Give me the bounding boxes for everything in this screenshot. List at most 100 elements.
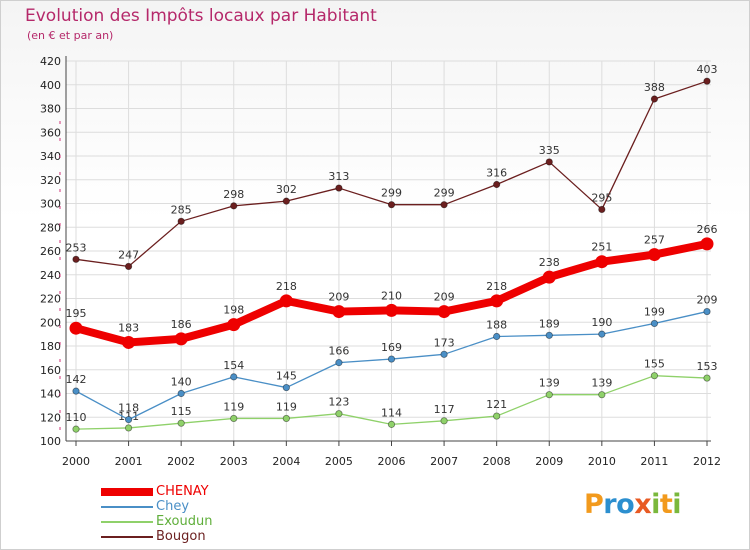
data-point-exoudun [703, 374, 711, 382]
x-tick-label: 2001 [115, 455, 143, 468]
data-label-chenay: 238 [539, 256, 560, 269]
y-tick-label: 200 [40, 316, 61, 329]
logo-letter: x [634, 489, 652, 520]
data-point-chenay [437, 305, 451, 319]
data-point-exoudun [124, 424, 133, 432]
data-label-chey: 199 [644, 305, 665, 318]
legend-swatch [101, 506, 153, 508]
y-tick-label: 420 [40, 55, 61, 68]
data-point-bougon [440, 201, 448, 209]
data-point-bougon [703, 77, 711, 85]
data-label-exoudun: 110 [66, 411, 87, 424]
data-label-chey: 209 [697, 294, 718, 307]
data-label-chey: 173 [434, 336, 455, 349]
data-point-chenay [385, 303, 398, 317]
logo-letter: t [659, 489, 673, 520]
data-point-bougon [72, 255, 80, 263]
data-point-exoudun [230, 414, 238, 423]
data-label-exoudun: 114 [381, 406, 402, 419]
chart-title: Evolution des Impôts locaux par Habitant [25, 6, 377, 26]
data-point-chenay [700, 237, 714, 251]
y-tick-label: 400 [40, 79, 61, 92]
legend-swatch [101, 536, 153, 538]
logo-letter: r [603, 489, 617, 520]
x-tick-label: 2003 [220, 455, 248, 468]
y-tick-label: 120 [40, 411, 61, 424]
data-label-bougon: 253 [66, 241, 87, 254]
chart-subtitle: (en € et par an) [27, 29, 114, 42]
data-point-bougon [335, 184, 343, 192]
data-label-bougon: 388 [644, 81, 665, 94]
data-point-bougon [650, 95, 659, 103]
data-label-bougon: 316 [486, 167, 507, 180]
data-point-chey [545, 331, 553, 339]
data-label-chey: 145 [276, 370, 297, 383]
legend-label: Chey [156, 499, 190, 514]
proxiti-logo: Proxiti [584, 489, 682, 520]
y-tick-label: 260 [40, 245, 61, 258]
data-point-exoudun [598, 391, 606, 399]
data-label-exoudun: 153 [697, 360, 718, 373]
data-point-chey [387, 355, 396, 363]
data-label-chenay: 218 [276, 280, 297, 293]
data-label-chey: 169 [381, 341, 402, 354]
data-point-exoudun [282, 414, 290, 423]
data-label-chenay: 266 [697, 223, 718, 236]
logo-letter: i [672, 489, 682, 520]
x-tick-label: 2002 [167, 455, 195, 468]
y-tick-label: 360 [40, 126, 61, 139]
x-tick-label: 2000 [62, 455, 90, 468]
data-point-chenay [122, 335, 136, 349]
data-point-exoudun [387, 420, 396, 428]
y-tick-label: 320 [40, 174, 61, 187]
data-point-exoudun [440, 417, 448, 425]
data-label-chenay: 257 [644, 234, 665, 247]
y-tick-label: 180 [40, 340, 61, 353]
data-label-exoudun: 117 [434, 403, 455, 416]
data-point-bougon [598, 205, 606, 214]
data-point-chey [650, 319, 659, 328]
data-point-chenay [174, 332, 188, 346]
data-point-exoudun [650, 372, 659, 380]
y-tick-label: 240 [40, 269, 61, 282]
data-label-bougon: 295 [591, 191, 612, 204]
data-point-bougon [282, 197, 290, 205]
data-point-chey [230, 373, 238, 381]
data-label-chey: 188 [486, 319, 507, 332]
y-tick-label: 380 [40, 103, 61, 116]
data-point-exoudun [335, 410, 343, 418]
logo-letter: i [651, 489, 660, 520]
y-tick-label: 220 [40, 293, 61, 306]
logo-letter: P [584, 489, 604, 520]
data-point-chey [177, 389, 185, 398]
data-label-chenay: 186 [171, 318, 192, 331]
data-label-chey: 189 [539, 317, 560, 330]
data-point-chenay [69, 321, 83, 335]
data-label-bougon: 285 [171, 203, 192, 216]
data-label-chey: 154 [223, 359, 244, 372]
legend-label: Bougon [156, 529, 206, 544]
data-label-chey: 166 [328, 345, 349, 358]
data-label-exoudun: 119 [276, 400, 297, 413]
data-label-chenay: 218 [486, 280, 507, 293]
data-label-bougon: 299 [381, 187, 402, 200]
data-point-bougon [177, 217, 185, 225]
legend-swatch [101, 488, 153, 496]
logo-letter: o [616, 489, 635, 520]
data-point-exoudun [72, 425, 80, 433]
data-label-chenay: 183 [118, 321, 139, 334]
data-label-chenay: 209 [434, 291, 455, 304]
y-tick-label: 300 [40, 198, 61, 211]
data-label-chenay: 251 [591, 241, 612, 254]
data-point-chey [72, 387, 80, 395]
data-label-exoudun: 121 [486, 398, 507, 411]
data-point-chenay [595, 255, 609, 269]
data-point-chey [493, 332, 501, 341]
x-tick-label: 2004 [272, 455, 300, 468]
data-label-chenay: 198 [223, 304, 244, 317]
data-label-bougon: 299 [434, 187, 455, 200]
data-point-bougon [545, 158, 553, 166]
data-point-chenay [227, 318, 241, 332]
data-point-chenay [542, 270, 556, 284]
